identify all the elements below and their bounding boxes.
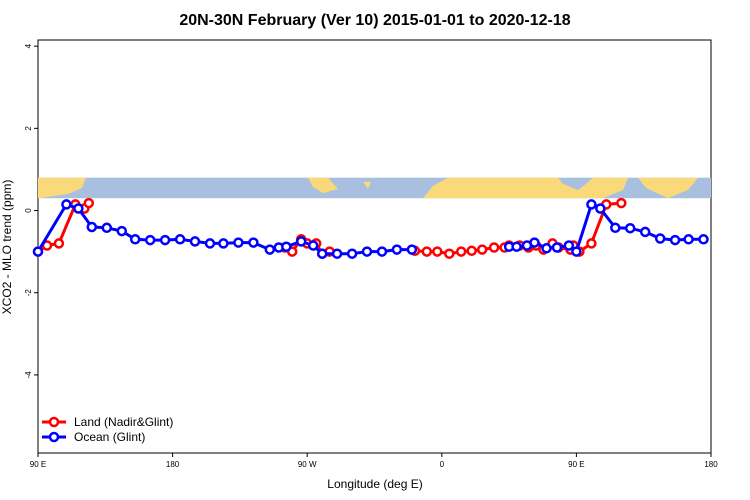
data-point (455, 246, 467, 257)
legend-marker-ocean (48, 431, 60, 443)
map-land-1 (308, 177, 338, 194)
data-point (639, 226, 651, 238)
data-point (444, 248, 455, 259)
map-land-4 (638, 177, 698, 199)
data-point (361, 246, 373, 257)
data-point (281, 241, 292, 252)
data-point (346, 248, 358, 259)
data-point (466, 245, 477, 257)
y-tick-label: -2 (24, 289, 33, 297)
data-point (73, 203, 84, 214)
data-point (406, 244, 418, 255)
x-tick-label: 90 E (30, 460, 46, 469)
data-point (174, 234, 186, 245)
data-point (376, 246, 388, 257)
x-tick-label: 90 E (568, 460, 584, 469)
data-point (61, 199, 72, 210)
y-tick-label: -4 (24, 371, 33, 379)
data-point (189, 236, 201, 247)
data-point (331, 248, 343, 259)
x-tick-label: 90 W (298, 460, 317, 469)
data-point (529, 237, 540, 248)
data-point (488, 242, 500, 253)
data-point (144, 234, 156, 246)
data-point (32, 246, 44, 257)
data-point (316, 248, 328, 259)
plot-frame (37, 39, 712, 454)
chart-title: 20N-30N February (Ver 10) 2015-01-01 to … (179, 12, 570, 29)
series-layer (32, 197, 709, 259)
data-point (307, 240, 319, 251)
series-1 (32, 199, 709, 259)
data-point (624, 222, 636, 234)
y-axis: 4 2 0 -2 -4 (24, 43, 38, 378)
x-axis-label: Longitude (deg E) (327, 477, 422, 491)
data-point (551, 242, 563, 253)
legend-label-land: Land (Nadir&Glint) (74, 415, 173, 429)
data-point (421, 246, 433, 257)
data-point (610, 222, 621, 234)
data-point (295, 236, 307, 247)
data-point (586, 199, 597, 210)
data-point (541, 243, 552, 254)
map-land-3 (423, 177, 628, 199)
data-point (511, 241, 522, 252)
data-point (233, 237, 244, 248)
data-point (204, 238, 216, 249)
y-tick-label: 4 (24, 43, 33, 48)
y-tick-label: 2 (24, 126, 33, 131)
data-point (586, 238, 597, 249)
x-tick-label: 0 (440, 460, 445, 469)
x-tick-label: 180 (704, 460, 718, 469)
data-point (698, 234, 709, 245)
data-point (129, 234, 141, 245)
legend: Land (Nadir&Glint) Ocean (Glint) (42, 415, 173, 444)
data-point (53, 238, 65, 249)
data-point (264, 244, 276, 255)
data-point (616, 197, 627, 209)
data-point (116, 225, 128, 237)
y-axis-label: XCO2 - MLO trend (ppm) (0, 180, 14, 315)
x-tick-label: 180 (166, 460, 180, 469)
y-tick-label: 0 (24, 208, 33, 213)
data-point (571, 246, 582, 257)
data-point (563, 240, 575, 251)
data-point (101, 222, 113, 234)
data-point (391, 244, 403, 255)
data-point (683, 234, 694, 245)
data-point (654, 233, 666, 244)
data-point (83, 197, 95, 209)
data-point (218, 238, 229, 249)
data-point (595, 203, 606, 214)
legend-marker-land (48, 416, 60, 428)
data-point (669, 234, 681, 246)
world-map-strip (38, 177, 711, 199)
legend-label-ocean: Ocean (Glint) (74, 430, 145, 444)
data-point (432, 246, 443, 257)
x-axis: 90 E 180 90 W 0 90 E 180 (30, 453, 718, 469)
map-land-0 (38, 177, 86, 199)
data-point (476, 244, 488, 255)
map-land-2 (363, 181, 371, 189)
data-point (248, 237, 259, 248)
data-point (159, 234, 171, 246)
data-point (86, 221, 98, 233)
